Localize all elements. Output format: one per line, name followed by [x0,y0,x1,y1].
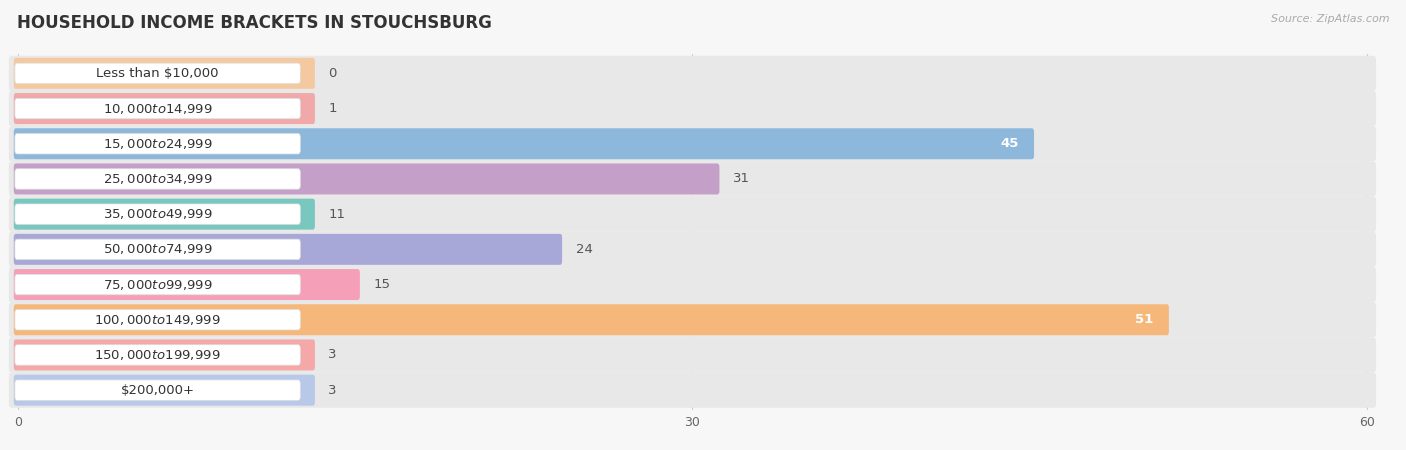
Text: 3: 3 [329,384,337,396]
Text: $200,000+: $200,000+ [121,384,194,396]
Text: 45: 45 [1000,137,1018,150]
Text: HOUSEHOLD INCOME BRACKETS IN STOUCHSBURG: HOUSEHOLD INCOME BRACKETS IN STOUCHSBURG [17,14,492,32]
Text: $25,000 to $34,999: $25,000 to $34,999 [103,172,212,186]
FancyBboxPatch shape [14,339,315,370]
Text: $35,000 to $49,999: $35,000 to $49,999 [103,207,212,221]
FancyBboxPatch shape [8,338,1376,373]
FancyBboxPatch shape [15,380,301,400]
FancyBboxPatch shape [14,198,315,230]
Text: 1: 1 [329,102,337,115]
FancyBboxPatch shape [8,56,1376,91]
FancyBboxPatch shape [8,267,1376,302]
FancyBboxPatch shape [14,163,720,194]
FancyBboxPatch shape [15,345,301,365]
FancyBboxPatch shape [14,375,315,405]
FancyBboxPatch shape [8,302,1376,338]
FancyBboxPatch shape [14,128,1033,159]
Text: $10,000 to $14,999: $10,000 to $14,999 [103,102,212,116]
Text: $15,000 to $24,999: $15,000 to $24,999 [103,137,212,151]
Text: 24: 24 [575,243,592,256]
Text: $100,000 to $149,999: $100,000 to $149,999 [94,313,221,327]
FancyBboxPatch shape [14,304,1168,335]
Text: Less than $10,000: Less than $10,000 [97,67,219,80]
Text: 11: 11 [329,207,346,220]
FancyBboxPatch shape [14,234,562,265]
FancyBboxPatch shape [15,99,301,119]
FancyBboxPatch shape [8,126,1376,162]
FancyBboxPatch shape [8,91,1376,126]
FancyBboxPatch shape [15,134,301,154]
FancyBboxPatch shape [15,63,301,84]
FancyBboxPatch shape [8,232,1376,267]
Text: Source: ZipAtlas.com: Source: ZipAtlas.com [1271,14,1389,23]
Text: $75,000 to $99,999: $75,000 to $99,999 [103,278,212,292]
Text: 31: 31 [733,172,749,185]
FancyBboxPatch shape [14,93,315,124]
FancyBboxPatch shape [14,269,360,300]
Text: $150,000 to $199,999: $150,000 to $199,999 [94,348,221,362]
FancyBboxPatch shape [15,310,301,330]
Text: 51: 51 [1135,313,1153,326]
FancyBboxPatch shape [8,197,1376,232]
FancyBboxPatch shape [8,373,1376,408]
Text: 3: 3 [329,348,337,361]
FancyBboxPatch shape [8,162,1376,197]
Text: $50,000 to $74,999: $50,000 to $74,999 [103,243,212,256]
FancyBboxPatch shape [15,274,301,295]
FancyBboxPatch shape [15,169,301,189]
FancyBboxPatch shape [14,58,315,89]
FancyBboxPatch shape [15,204,301,225]
FancyBboxPatch shape [15,239,301,260]
Text: 0: 0 [329,67,337,80]
Text: 15: 15 [374,278,391,291]
